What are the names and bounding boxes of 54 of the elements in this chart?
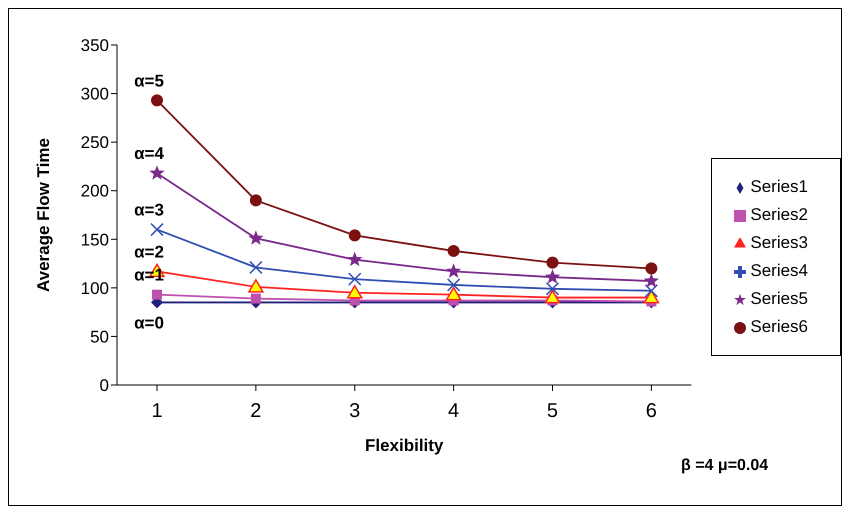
annotation: α=3 bbox=[134, 200, 164, 220]
point bbox=[446, 263, 462, 278]
y-axis-title: Average Flow Time bbox=[34, 138, 54, 292]
annotation: α=0 bbox=[134, 314, 164, 332]
point bbox=[645, 262, 658, 274]
annotation: α=4 bbox=[134, 144, 164, 164]
point bbox=[249, 260, 263, 274]
legend-label: Series4 bbox=[750, 261, 808, 280]
x-tick-label: 4 bbox=[448, 400, 460, 422]
point bbox=[546, 282, 560, 296]
point bbox=[644, 290, 660, 304]
x-tick-label: 2 bbox=[250, 400, 262, 422]
point bbox=[250, 294, 261, 304]
x-tick-label: 1 bbox=[151, 400, 163, 422]
y-tick-label: 350 bbox=[80, 36, 109, 56]
point bbox=[348, 229, 361, 242]
point bbox=[544, 290, 560, 304]
legend-label: Series2 bbox=[750, 205, 808, 224]
point bbox=[644, 273, 659, 288]
annotation: α=1 bbox=[134, 266, 164, 285]
y-tick-label: 200 bbox=[80, 182, 109, 201]
x-tick-label: 6 bbox=[646, 400, 657, 422]
point bbox=[644, 284, 658, 298]
point bbox=[348, 272, 362, 286]
y-tick-label: 50 bbox=[90, 327, 109, 346]
legend-label: Series3 bbox=[750, 233, 808, 252]
legend-label: Series1 bbox=[750, 177, 808, 196]
y-tick-label: 250 bbox=[80, 133, 109, 152]
point bbox=[544, 269, 560, 284]
x-tick-label: 5 bbox=[546, 400, 558, 422]
point bbox=[150, 222, 164, 236]
y-tick-label: 100 bbox=[80, 278, 109, 298]
y-tick-label: 0 bbox=[100, 376, 109, 396]
legend-label: Series5 bbox=[750, 289, 808, 308]
point bbox=[152, 290, 162, 300]
text: β =4 μ=0.04 bbox=[681, 457, 768, 475]
point bbox=[446, 286, 462, 300]
y-tick-label: 150 bbox=[80, 230, 109, 250]
point bbox=[446, 278, 460, 292]
point bbox=[248, 279, 264, 293]
point bbox=[149, 165, 165, 180]
y-tick-label: 300 bbox=[80, 84, 109, 104]
x-axis-title: Flexibility bbox=[364, 436, 444, 455]
annotation: α=5 bbox=[134, 71, 164, 90]
point bbox=[248, 230, 264, 245]
point bbox=[346, 284, 362, 298]
point bbox=[250, 194, 262, 206]
point bbox=[151, 94, 163, 106]
point bbox=[347, 252, 362, 266]
annotation: α=2 bbox=[134, 242, 164, 262]
legend-label: Series6 bbox=[750, 317, 808, 336]
point bbox=[448, 244, 460, 257]
x-tick-label: 3 bbox=[349, 400, 360, 422]
point bbox=[546, 256, 558, 269]
